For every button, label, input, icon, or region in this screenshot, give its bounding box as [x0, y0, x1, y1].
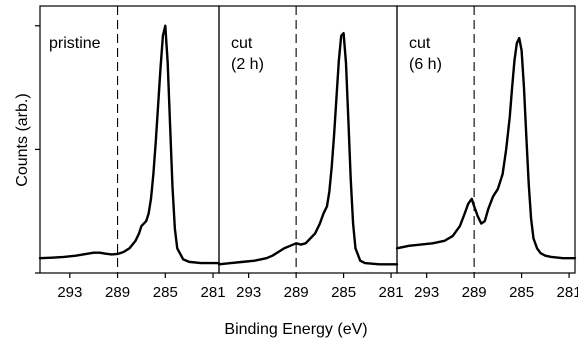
x-tick-label: 293	[57, 284, 82, 301]
x-tick-label: 289	[284, 284, 309, 301]
x-tick-label: 285	[509, 284, 534, 301]
x-tick-label: 289	[462, 284, 487, 301]
panel-1: 293 289 285 281 pristine	[35, 5, 226, 301]
panel-label: (2 h)	[231, 56, 264, 73]
x-axis-title: Binding Energy (eV)	[224, 321, 367, 338]
panel-frame	[396, 5, 576, 274]
panel-label: pristine	[49, 35, 101, 52]
panel-label: (6 h)	[409, 56, 442, 73]
spectrum-line	[38, 24, 221, 265]
spectrum-line	[395, 36, 577, 260]
panel-2: 293 289 285 281 cut (2 h)	[217, 5, 404, 301]
panels: 293 289 285 281 pristine 293 289 285 281 cut (2 h)…	[35, 5, 578, 301]
x-tick-label: 289	[105, 284, 130, 301]
x-tick-label: 293	[236, 284, 261, 301]
panel-label: cut	[409, 35, 431, 52]
panel-label: cut	[231, 35, 253, 52]
x-tick-label: 281	[557, 284, 578, 301]
spectrum-line	[217, 31, 399, 266]
x-tick-label: 293	[414, 284, 439, 301]
panel-3: 293 289 285 281 cut (6 h)	[395, 5, 578, 301]
x-tick-label: 285	[153, 284, 178, 301]
y-axis-title: Counts (arb.)	[14, 93, 31, 186]
x-tick-label: 281	[201, 284, 226, 301]
x-tick-label: 285	[331, 284, 356, 301]
x-tick-label: 281	[379, 284, 404, 301]
